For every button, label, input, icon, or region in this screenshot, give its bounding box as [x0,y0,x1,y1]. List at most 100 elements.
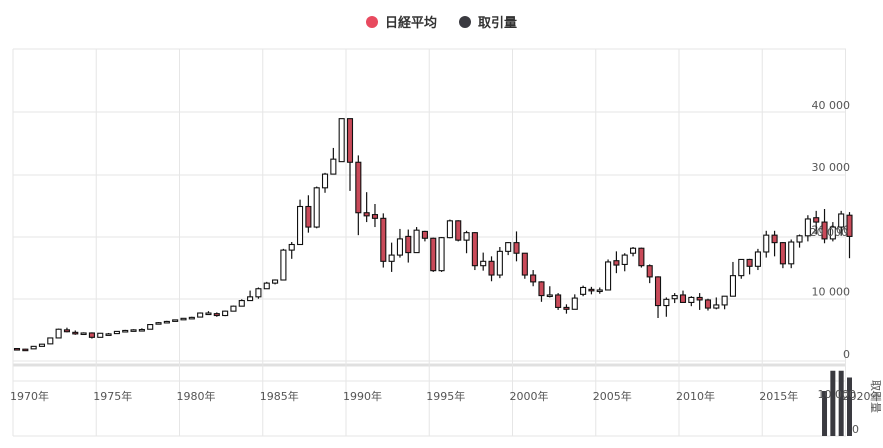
candle-body [621,254,628,265]
y-tick-label: 0 [843,348,850,361]
candle-body [588,288,595,292]
candle-body [463,232,470,241]
volume-legend-dot-icon [459,15,471,28]
candle-body [546,294,553,298]
nikkei-legend-dot-icon [365,15,378,28]
candle-body [729,275,737,297]
candle-body [47,337,54,345]
candle-body [446,220,453,239]
candle-body [138,328,145,332]
candle-body [313,187,320,228]
legend-item-volume[interactable]: 取引量 [459,12,517,31]
candle-body [305,205,312,228]
candle-body [713,304,720,309]
candle-body [679,294,687,303]
candle-body [63,329,70,333]
x-tick-label: 1985年 [260,389,299,403]
candle-body [721,295,728,306]
candle-body [22,348,29,352]
x-tick-label: 2020年 [843,389,882,403]
x-tick-label: 1970年 [10,389,49,403]
candle-body [88,332,95,338]
candle-body [555,294,562,308]
candle-body [413,229,420,254]
legend-label-volume: 取引量 [478,16,518,31]
candle-body [505,242,512,252]
candle-body [388,254,395,262]
candle-body [405,235,412,254]
candle-body [813,217,820,223]
candle-body [230,305,237,312]
candle-body [629,247,637,254]
candle-body [13,347,21,351]
candle-body [38,343,46,347]
volume-tick-10000: 10 000 [818,388,857,401]
volume-axis-title: 取引量 [869,380,883,413]
candle-body [804,218,811,237]
candle-body [738,258,745,277]
candle-body [97,332,104,338]
candle-body [521,252,528,276]
candle-body [321,173,329,189]
candle-body [596,289,603,293]
candle-body [704,299,712,309]
y-tick-label: 40 000 [812,99,851,112]
candle-body [563,306,570,310]
volume-tick-0: 0 [852,423,859,436]
candle-body [363,212,370,217]
candle-body [30,345,37,350]
candle-body [263,282,270,290]
x-tick-label: 2015年 [759,389,798,403]
x-tick-label: 2010年 [676,389,715,403]
candle-body [288,243,295,251]
candle-body [247,296,254,302]
candle-body [80,332,87,336]
candle-body [272,279,279,284]
candle-body [746,258,753,267]
volume-bar [830,370,836,436]
candle-body [330,158,337,175]
candle-body [55,328,62,339]
candle-body [155,322,162,325]
candle-body [180,317,187,321]
candle-body [771,234,778,244]
candle-body [430,237,437,272]
candle-body [222,310,229,317]
volume-bar [822,391,828,436]
candle-body [163,320,170,324]
candle-body [530,274,537,283]
candle-body [654,276,662,307]
candle-body [255,288,262,298]
y-tick-label: 30 000 [812,161,851,174]
candle-body [580,286,587,295]
candle-body [130,329,137,332]
candle-body [763,234,770,253]
candle-body [205,312,212,316]
candle-body [238,300,245,307]
legend-label-nikkei: 日経平均 [384,16,437,31]
candle-body [796,235,803,243]
candle-body [455,220,462,241]
candle-body [571,297,578,310]
candle-body [346,118,354,163]
candle-body [213,313,220,317]
chart-legend: 日経平均 取引量 [0,12,883,31]
x-tick-label: 2005年 [593,389,632,403]
legend-item-nikkei[interactable]: 日経平均 [365,12,437,31]
candle-body [696,296,703,301]
candle-body [488,260,495,276]
candle-body [396,238,404,256]
candle-body [663,298,670,307]
candle-body [72,331,79,335]
candle-body [122,329,129,333]
candle-body [646,265,653,278]
candle-body [188,316,195,320]
x-tick-label: 1990年 [343,389,382,403]
volume-bar [838,370,844,436]
candle-body [380,217,387,262]
candle-body [538,281,545,297]
candle-body [638,247,645,267]
candle-body [513,242,520,254]
candle-body [113,330,120,335]
